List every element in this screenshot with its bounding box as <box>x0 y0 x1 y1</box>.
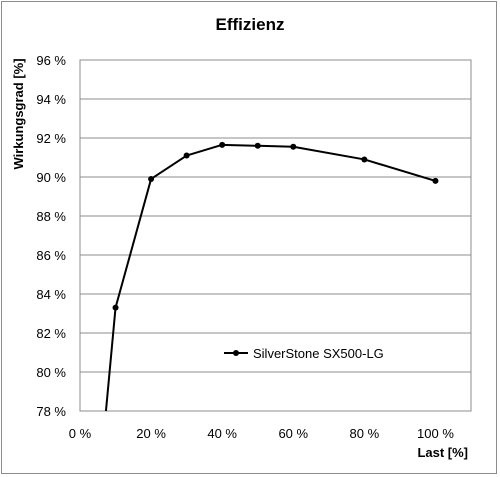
legend-label: SilverStone SX500-LG <box>253 346 384 361</box>
y-tick-label: 92 % <box>36 131 66 146</box>
data-point <box>183 152 190 159</box>
tick-labels: 78 % 80 % 82 % 84 % 86 % 88 % 90 % 92 % 94 % 96 %… <box>36 53 454 441</box>
y-tick-label: 94 % <box>36 92 66 107</box>
y-tick-label: 88 % <box>36 209 66 224</box>
x-axis-title: Last [%] <box>417 445 468 460</box>
data-point <box>148 175 155 182</box>
legend-dot-marker <box>233 350 239 356</box>
legend: SilverStone SX500-LG <box>224 346 384 361</box>
x-tick-label: 80 % <box>350 426 380 441</box>
data-point <box>254 142 261 149</box>
x-tick-label: 20 % <box>136 426 166 441</box>
data-point <box>112 304 119 311</box>
x-tick-label: 100 % <box>417 426 454 441</box>
chart-title: Effizienz <box>216 15 285 34</box>
y-tick-label: 96 % <box>36 53 66 68</box>
x-tick-label: 40 % <box>207 426 237 441</box>
data-point <box>432 177 439 184</box>
series-line-0 <box>104 143 436 412</box>
x-tick-label: 0 % <box>69 426 92 441</box>
y-tick-label: 90 % <box>36 170 66 185</box>
plot-area-border <box>79 59 472 412</box>
y-tick-label: 78 % <box>36 404 66 419</box>
x-tick-label: 60 % <box>278 426 308 441</box>
data-point <box>361 156 368 163</box>
y-tick-label: 80 % <box>36 365 66 380</box>
data-point <box>219 141 226 148</box>
y-axis-title: Wirkungsgrad [%] <box>11 58 26 169</box>
data-point <box>290 143 297 150</box>
y-tick-label: 86 % <box>36 248 66 263</box>
series-layer <box>104 141 439 412</box>
y-tick-label: 82 % <box>36 326 66 341</box>
y-tick-label: 84 % <box>36 287 66 302</box>
